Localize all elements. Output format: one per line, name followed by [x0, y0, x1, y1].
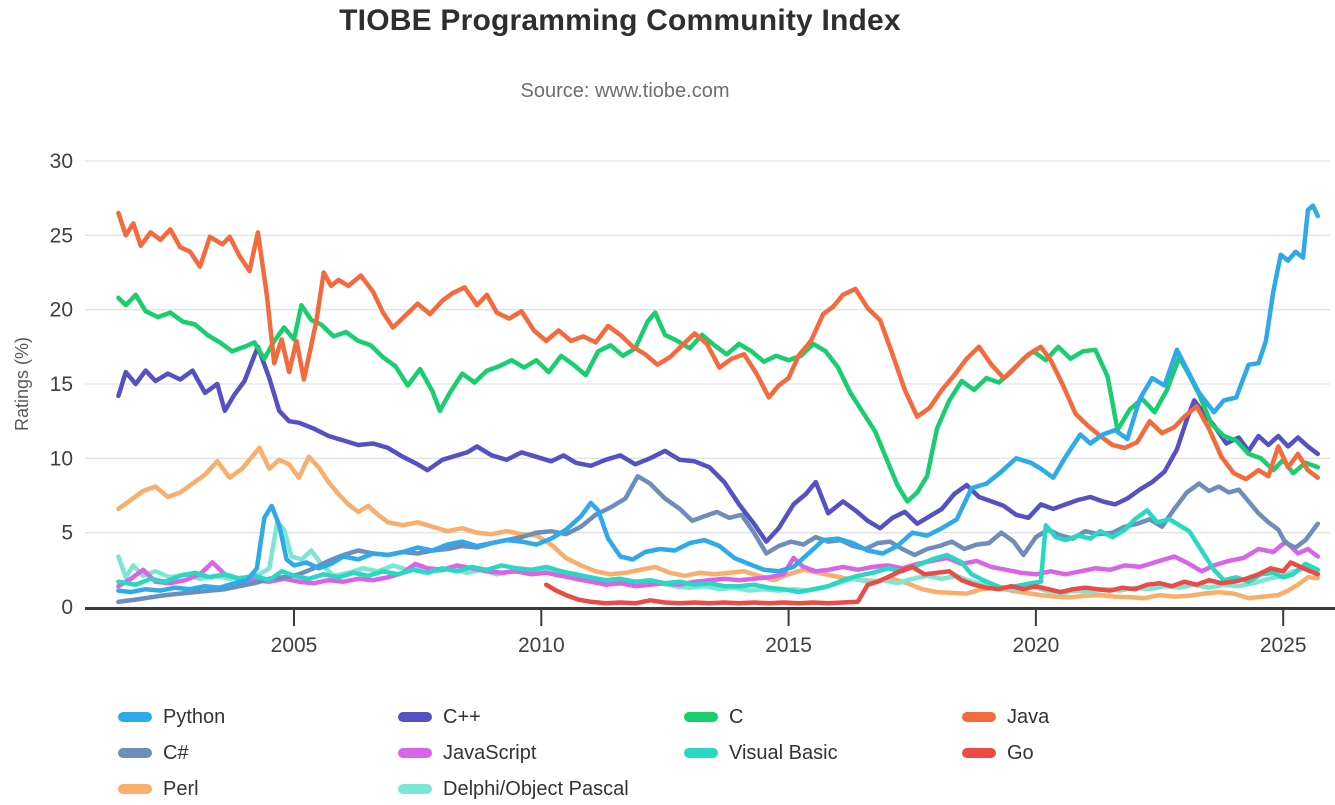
- legend-item-visual-basic[interactable]: Visual Basic: [684, 740, 838, 766]
- y-tick-label-25: 25: [50, 224, 73, 247]
- series-line-java: [116, 210, 1321, 482]
- legend-item-c[interactable]: C: [684, 704, 743, 730]
- legend-swatch-visual-basic: [684, 748, 718, 758]
- legend-swatch-delphi-object-pascal: [398, 784, 432, 794]
- chart-subtitle: Source: www.tiobe.com: [520, 80, 730, 102]
- series-line-c: [116, 292, 1321, 504]
- series-line-perl: [116, 445, 1321, 601]
- legend-swatch-c: [118, 748, 152, 758]
- legend-item-c[interactable]: C++: [398, 704, 481, 730]
- series-line-c: [116, 344, 1321, 544]
- y-tick-label-5: 5: [61, 522, 73, 545]
- legend-item-java[interactable]: Java: [962, 704, 1049, 730]
- legend-swatch-perl: [118, 784, 152, 794]
- x-tick-label-2020: 2020: [1013, 634, 1060, 657]
- legend-label-go: Go: [1007, 742, 1034, 764]
- series-line-visual-basic: [116, 508, 1321, 595]
- legend-label-c: C: [729, 706, 744, 728]
- chart-plot-area: 2005 2010 2015 2020 2025051015202530Ratings …: [12, 150, 1335, 657]
- legend-item-python[interactable]: Python: [118, 704, 225, 730]
- legend-label-c: C++: [443, 706, 481, 728]
- x-tick-label-2005: 2005: [271, 634, 318, 657]
- series-line-go: [543, 560, 1321, 606]
- legend-label-visual-basic: Visual Basic: [729, 742, 838, 764]
- y-tick-label-20: 20: [50, 299, 73, 322]
- legend-swatch-javascript: [398, 748, 432, 758]
- x-tick-label-2010: 2010: [518, 634, 565, 657]
- legend-label-java: Java: [1007, 706, 1050, 728]
- legend-swatch-c: [398, 712, 432, 722]
- legend-swatch-c: [684, 712, 718, 722]
- legend-label-javascript: JavaScript: [443, 742, 537, 764]
- x-tick-label-2015: 2015: [765, 634, 812, 657]
- legend-item-delphi-object-pascal[interactable]: Delphi/Object Pascal: [398, 776, 629, 802]
- legend-item-javascript[interactable]: JavaScript: [398, 740, 536, 766]
- y-axis-label: Ratings (%): [12, 337, 32, 431]
- y-tick-label-10: 10: [50, 447, 73, 470]
- legend-item-c[interactable]: C#: [118, 740, 189, 766]
- y-tick-label-15: 15: [50, 373, 73, 396]
- series-line-python: [116, 203, 1321, 595]
- series-line-javascript: [116, 539, 1321, 589]
- legend-item-go[interactable]: Go: [962, 740, 1034, 766]
- legend-label-python: Python: [163, 706, 226, 728]
- chart-title: TIOBE Programming Community Index: [339, 4, 901, 37]
- legend-item-perl[interactable]: Perl: [118, 776, 199, 802]
- legend-label-delphi-object-pascal: Delphi/Object Pascal: [443, 778, 629, 800]
- y-tick-label-30: 30: [50, 150, 73, 173]
- legend-swatch-java: [962, 712, 996, 722]
- legend-label-c: C#: [163, 742, 189, 764]
- legend-swatch-python: [118, 712, 152, 722]
- legend-label-perl: Perl: [163, 778, 199, 800]
- y-tick-label-0: 0: [61, 596, 73, 619]
- x-tick-label-2025: 2025: [1260, 634, 1307, 657]
- legend-swatch-go: [962, 748, 996, 758]
